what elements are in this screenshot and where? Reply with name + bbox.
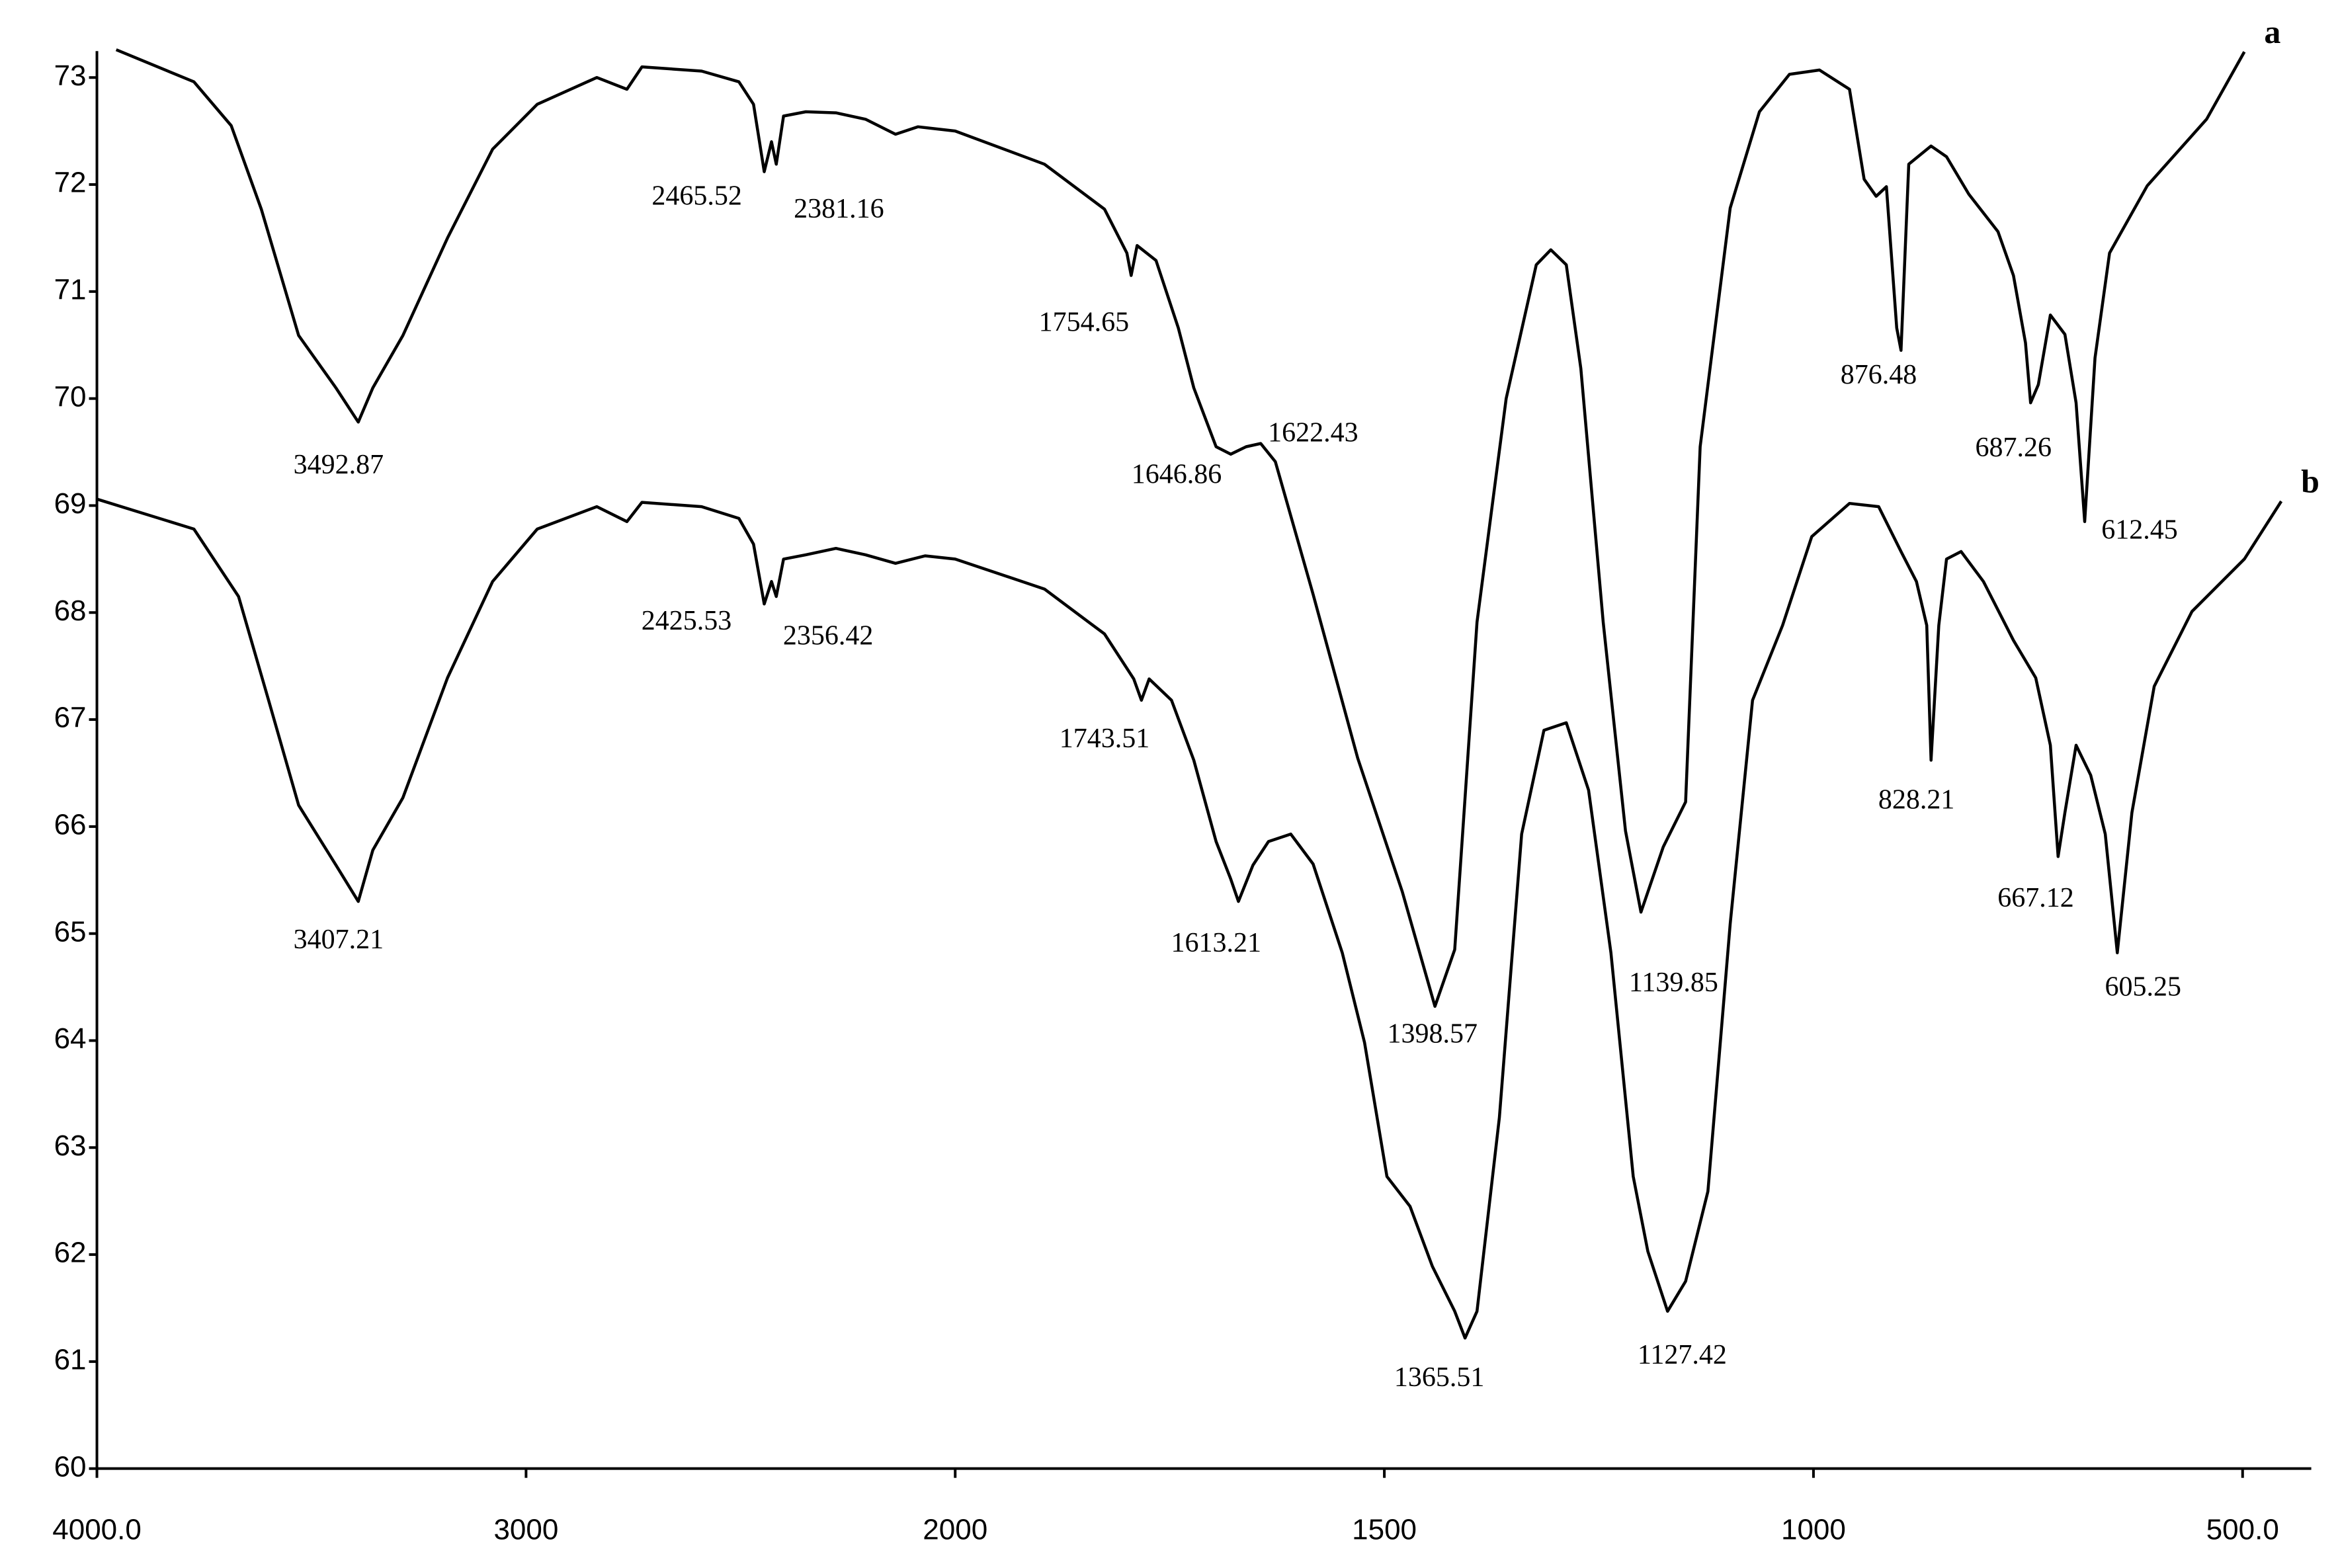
y-tick-label: 71 bbox=[54, 273, 87, 306]
peak-label: 3492.87 bbox=[294, 450, 384, 480]
peak-label: 1646.86 bbox=[1132, 459, 1222, 489]
y-tick-label: 66 bbox=[54, 808, 87, 841]
x-tick-label: 1500 bbox=[1352, 1513, 1417, 1546]
x-tick-label: 4000.0 bbox=[52, 1513, 142, 1546]
y-tick-label: 70 bbox=[54, 380, 87, 413]
y-tick-label: 65 bbox=[54, 915, 87, 948]
peak-label: 1754.65 bbox=[1039, 308, 1130, 338]
x-tick-label: 1000 bbox=[1781, 1513, 1846, 1546]
y-tick-label: 64 bbox=[54, 1022, 87, 1055]
peak-label: 1743.51 bbox=[1060, 723, 1150, 754]
peak-label: 2425.53 bbox=[642, 606, 732, 636]
peak-label: 1398.57 bbox=[1387, 1019, 1478, 1050]
peak-label: 1365.51 bbox=[1394, 1362, 1485, 1393]
series-label: b bbox=[2301, 462, 2319, 499]
peak-label: 1613.21 bbox=[1171, 928, 1261, 958]
y-tick-label: 60 bbox=[54, 1450, 87, 1483]
y-tick-label: 61 bbox=[54, 1344, 87, 1376]
y-tick-label: 67 bbox=[54, 702, 87, 734]
peak-label: 1127.42 bbox=[1638, 1340, 1727, 1370]
peak-label: 612.45 bbox=[2101, 515, 2178, 546]
spectrum-line bbox=[115, 48, 2246, 1008]
peak-label: 2465.52 bbox=[651, 181, 742, 212]
spectrum-line bbox=[96, 497, 2283, 1340]
series-label: a bbox=[2264, 13, 2280, 50]
y-tick-label: 63 bbox=[54, 1130, 87, 1162]
x-tick-label: 3000 bbox=[493, 1513, 558, 1546]
peak-label: 1139.85 bbox=[1629, 968, 1718, 998]
y-tick-label: 69 bbox=[54, 487, 87, 520]
peak-label: 667.12 bbox=[1997, 883, 2074, 913]
peak-label: 876.48 bbox=[1841, 360, 1917, 390]
peak-label: 828.21 bbox=[1878, 784, 1955, 815]
y-tick-label: 62 bbox=[54, 1237, 87, 1269]
peak-label: 2356.42 bbox=[783, 621, 874, 651]
y-tick-label: 72 bbox=[54, 167, 87, 199]
y-tick-label: 73 bbox=[54, 60, 87, 92]
x-tick-label: 2000 bbox=[923, 1513, 987, 1546]
peak-label: 2381.16 bbox=[794, 194, 884, 224]
peak-label: 3407.21 bbox=[294, 925, 384, 955]
peak-label: 1622.43 bbox=[1268, 417, 1358, 448]
peak-label: 605.25 bbox=[2105, 971, 2181, 1002]
x-tick-label: 500.0 bbox=[2206, 1513, 2279, 1546]
peak-label: 687.26 bbox=[1976, 433, 2052, 463]
y-tick-label: 68 bbox=[54, 595, 87, 627]
